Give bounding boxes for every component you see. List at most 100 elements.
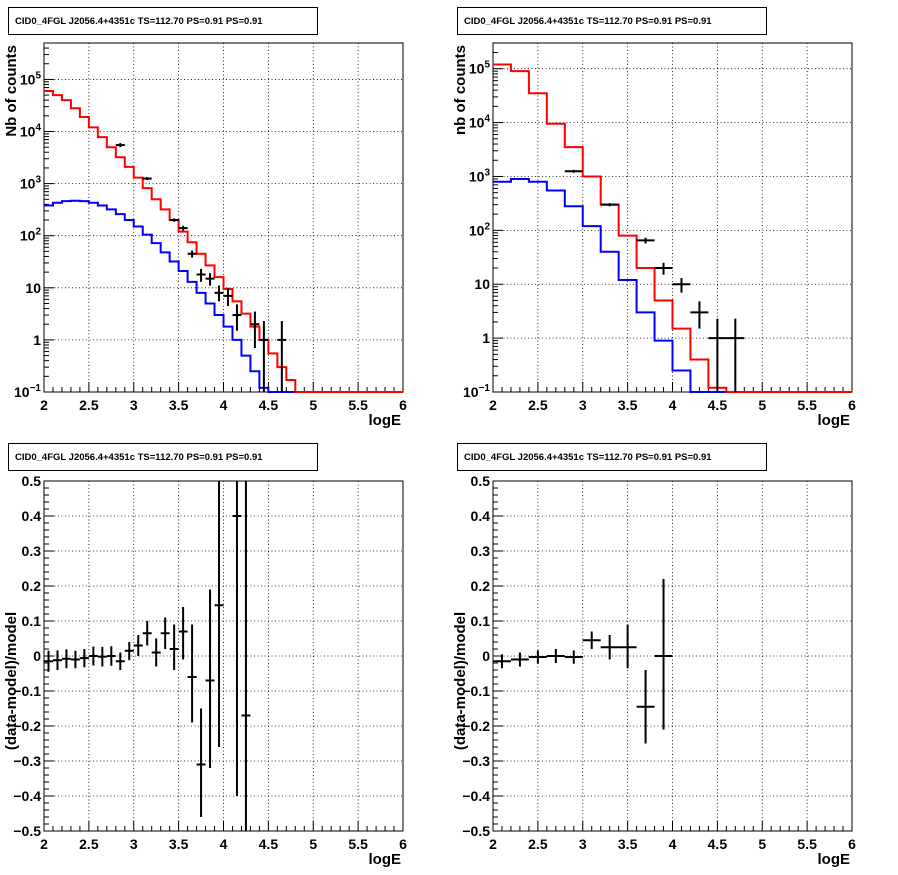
y-tick-label: 0.1	[471, 613, 491, 629]
data-point	[726, 318, 745, 392]
x-tick-label: 4.5	[259, 397, 279, 413]
data-point	[223, 287, 233, 306]
data-point	[205, 273, 215, 286]
residual-point	[124, 642, 134, 661]
x-tick-label: 2.5	[79, 836, 99, 852]
y-axis: −0.5 −0.4 −0.3 −0.2 −0.1 0 0.1 0.2 0.3 0.4 0.5 (dat…	[3, 473, 54, 839]
data-point	[636, 237, 655, 244]
residual-point	[52, 650, 62, 670]
residual-point	[582, 631, 601, 649]
y-tick-label: −0.5	[462, 823, 490, 839]
y-tick-label: 104	[20, 123, 42, 140]
x-tick-label: 4.5	[708, 397, 728, 413]
data-point	[600, 203, 619, 207]
residual-point	[88, 646, 98, 666]
x-tick-label: 2.5	[528, 836, 548, 852]
residual-point	[151, 638, 161, 667]
y-tick-label: 103	[20, 175, 42, 192]
x-tick-label: 5.5	[348, 836, 368, 852]
x-tick-label: 4	[220, 836, 228, 852]
y-tick-label: 103	[469, 167, 491, 184]
y-tick-label: 0.4	[22, 508, 42, 524]
x-tick-label: 5	[309, 397, 317, 413]
data-point	[178, 225, 188, 231]
y-tick-label: −0.4	[462, 788, 490, 804]
data-point	[672, 278, 691, 293]
residual-point	[169, 624, 179, 670]
y-tick-label: 0.5	[22, 473, 42, 489]
data-point	[259, 321, 269, 392]
x-tick-label: 6	[399, 836, 407, 852]
x-tick-label: 4	[220, 397, 228, 413]
residual-point	[79, 649, 89, 668]
y-tick-label: 0.3	[22, 543, 42, 559]
model-total-histogram	[44, 89, 403, 393]
x-tick-label: 6	[399, 397, 407, 413]
x-axis-label: logE	[369, 412, 402, 429]
y-tick-label: 10	[25, 280, 41, 296]
y-tick-label: 10−1	[14, 383, 41, 400]
residuals-plot-coarse: 2 2.5 3 3.5 4 4.5 5 5.5 6logE−0.5−0.4−0.3−0.2−0.…	[452, 473, 856, 868]
x-tick-label: 4	[669, 836, 677, 852]
data-point	[214, 285, 224, 302]
y-tick-label: −0.5	[13, 823, 41, 839]
residual-point	[546, 649, 565, 663]
x-tick-label: 2.5	[528, 397, 548, 413]
x-tick-label: 4	[669, 397, 677, 413]
x-tick-label: 3.5	[618, 836, 638, 852]
residuals-plot-fine: 2 2.5 3 3.5 4 4.5 5 5.5 6logE−0.5−0.4−0.3−0.2−0.…	[3, 473, 407, 868]
chart-title: CID0_4FGL J2056.4+4351c TS=112.70 PS=0.9…	[457, 7, 767, 35]
residual-point	[178, 607, 188, 660]
y-tick-label: 102	[469, 221, 491, 238]
y-tick-label: 105	[20, 70, 42, 87]
y-tick-label: −0.2	[462, 718, 490, 734]
residual-point	[600, 635, 619, 660]
y-axis: −0.5 −0.4 −0.3 −0.2 −0.1 0 0.1 0.2 0.3 0.4 0.5 (dat…	[452, 473, 503, 839]
residual-point	[196, 708, 206, 817]
chart-panel-top-right: 2 2.5 3 3.5 4 4.5 5 5.5 6 logE 10−1 1 10 102 103 104 105…	[449, 0, 898, 437]
x-tick-label: 4.5	[259, 836, 279, 852]
x-tick-label: 3.5	[618, 397, 638, 413]
y-tick-label: 0.1	[22, 613, 42, 629]
y-tick-label: −0.2	[13, 718, 41, 734]
y-tick-label: 0.2	[22, 578, 42, 594]
y-tick-label: 0.4	[471, 508, 491, 524]
data-point	[232, 304, 242, 331]
residual-point	[187, 624, 197, 723]
grid	[44, 43, 403, 392]
residual-point	[564, 650, 583, 664]
y-tick-label: −0.3	[13, 753, 41, 769]
model-total-histogram	[493, 63, 852, 393]
x-tick-label: 5	[758, 836, 766, 852]
data-point	[654, 262, 673, 275]
x-tick-label: 5.5	[797, 836, 817, 852]
y-tick-label: −0.1	[462, 683, 490, 699]
residual-point	[654, 579, 673, 730]
residual-point	[97, 646, 107, 667]
x-tick-label: 6	[848, 397, 856, 413]
x-tick-label: 2.5	[79, 397, 99, 413]
y-tick-label: −0.4	[13, 788, 41, 804]
residual-point	[160, 617, 170, 649]
y-axis-label: (data-model)/model	[452, 612, 469, 750]
residual-point	[44, 650, 53, 672]
y-tick-label: 1	[33, 332, 41, 348]
y-tick-label: 104	[469, 114, 491, 131]
data-point	[169, 218, 179, 222]
data-point	[187, 250, 197, 258]
x-tick-label: 3	[130, 836, 138, 852]
residual-point	[106, 646, 116, 666]
data-point	[277, 321, 287, 392]
residual-point	[528, 650, 547, 664]
residual-point	[510, 652, 529, 667]
data-point	[690, 301, 709, 329]
residual-point	[133, 635, 143, 656]
x-tick-label: 2	[489, 836, 497, 852]
data-point	[142, 177, 152, 181]
